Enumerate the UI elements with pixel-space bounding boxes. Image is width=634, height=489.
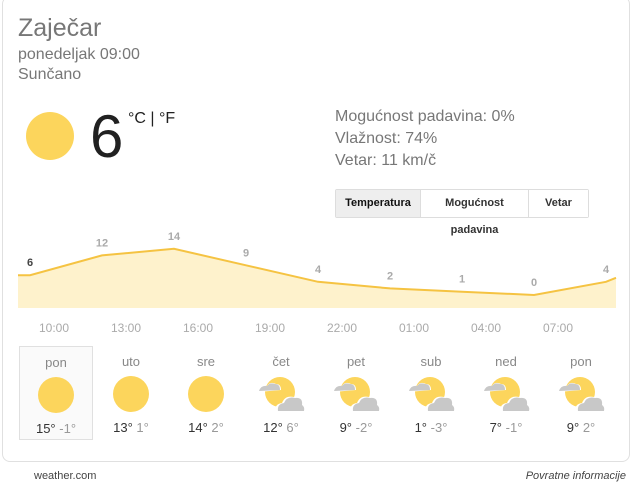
precipitation: Mogućnost padavina: 0% bbox=[335, 108, 515, 125]
high-temp: 13° bbox=[113, 420, 133, 435]
tab-wind[interactable]: Vetar bbox=[528, 190, 588, 217]
day-forecast-6[interactable]: ned 7° -1° bbox=[469, 346, 543, 440]
unit-separator: | bbox=[145, 110, 159, 127]
day-forecast-4[interactable]: pet 9° -2° bbox=[319, 346, 393, 440]
condition: Sunčano bbox=[18, 66, 82, 83]
humidity: Vlažnost: 74% bbox=[335, 130, 438, 147]
chart-tabs: Temperatura Mogućnost padavina Vetar bbox=[335, 189, 589, 236]
data-label: 12 bbox=[96, 237, 108, 249]
high-temp: 15° bbox=[35, 421, 56, 436]
high-temp: 12° bbox=[263, 420, 283, 435]
sun-icon bbox=[113, 376, 149, 412]
low-temp: -2° bbox=[355, 420, 373, 435]
x-tick-label: 01:00 bbox=[399, 321, 429, 335]
partly-cloudy-icon bbox=[408, 377, 456, 412]
sun-icon bbox=[38, 377, 74, 413]
temperature-chart: 6 12 14 9 4 2 1 0 4 10:00 13:00 16:00 19:00 22:00 01:0… bbox=[18, 231, 617, 335]
high-temp: 1° bbox=[414, 420, 428, 435]
data-label: 4 bbox=[315, 264, 322, 276]
day-name: sre bbox=[196, 354, 216, 369]
x-tick-label: 07:00 bbox=[543, 321, 573, 335]
partly-cloudy-icon bbox=[333, 377, 381, 412]
low-temp: 2° bbox=[211, 420, 224, 435]
weather-card bbox=[2, 0, 630, 462]
data-label: 9 bbox=[243, 247, 249, 259]
temperature-area bbox=[18, 248, 616, 308]
partly-cloudy-icon bbox=[258, 377, 306, 412]
partly-cloudy-icon bbox=[558, 377, 606, 412]
x-tick-label: 04:00 bbox=[471, 321, 501, 335]
celsius-button[interactable]: °C bbox=[128, 110, 146, 127]
sun-icon bbox=[26, 112, 74, 160]
x-tick-label: 10:00 bbox=[39, 321, 69, 335]
high-temp: 7° bbox=[489, 420, 503, 435]
source-link[interactable]: weather.com bbox=[34, 470, 97, 482]
wind: Vetar: 11 km/č bbox=[335, 152, 437, 169]
day-name: uto bbox=[121, 354, 141, 369]
day-name: čet bbox=[272, 354, 290, 369]
data-label: 14 bbox=[168, 231, 181, 243]
day-name: pon bbox=[45, 355, 67, 370]
high-temp: 9° bbox=[339, 420, 353, 435]
high-temp: 14° bbox=[188, 420, 208, 435]
tab-temperature[interactable]: Temperatura bbox=[336, 190, 420, 217]
day-forecast-5[interactable]: sub 1° -3° bbox=[394, 346, 468, 440]
data-label: 0 bbox=[531, 277, 537, 289]
day-name: ned bbox=[495, 354, 517, 369]
fahrenheit-button[interactable]: °F bbox=[159, 110, 176, 127]
low-temp: -1° bbox=[59, 421, 77, 436]
current-temperature: 6 bbox=[90, 103, 124, 170]
day-forecast-3[interactable]: čet 12° 6° bbox=[244, 346, 318, 440]
day-name: sub bbox=[420, 354, 442, 369]
data-label: 2 bbox=[387, 270, 393, 282]
data-label: 6 bbox=[27, 257, 33, 269]
day-name: pet bbox=[346, 354, 366, 369]
x-tick-label: 13:00 bbox=[111, 321, 141, 335]
high-temp: 9° bbox=[566, 420, 580, 435]
datetime: ponedeljak 09:00 bbox=[18, 46, 140, 63]
low-temp: -3° bbox=[430, 420, 448, 435]
data-label: 4 bbox=[603, 264, 610, 276]
temperature-line bbox=[18, 247, 617, 297]
unit-toggle: °C | °F bbox=[128, 110, 175, 128]
low-temp: 6° bbox=[286, 420, 299, 435]
day-forecast-0[interactable]: pon 15° -1° bbox=[19, 346, 93, 440]
low-temp: 2° bbox=[582, 420, 596, 435]
x-tick-label: 22:00 bbox=[327, 321, 357, 335]
day-forecast-2[interactable]: sre 14° 2° bbox=[169, 346, 243, 440]
day-forecast-1[interactable]: uto 13° 1° bbox=[94, 346, 168, 440]
x-tick-label: 19:00 bbox=[255, 321, 285, 335]
sun-icon bbox=[188, 376, 224, 412]
tab-precipitation[interactable]: Mogućnost padavina bbox=[420, 190, 528, 236]
data-label: 1 bbox=[459, 274, 465, 286]
x-tick-label: 16:00 bbox=[183, 321, 213, 335]
day-name: pon bbox=[570, 354, 592, 369]
low-temp: -1° bbox=[505, 420, 523, 435]
partly-cloudy-icon bbox=[483, 377, 531, 412]
day-forecast-7[interactable]: pon 9° 2° bbox=[544, 346, 618, 440]
feedback-link[interactable]: Povratne informacije bbox=[525, 470, 626, 482]
low-temp: 1° bbox=[136, 420, 149, 435]
location-title: Zaječar bbox=[18, 14, 102, 42]
